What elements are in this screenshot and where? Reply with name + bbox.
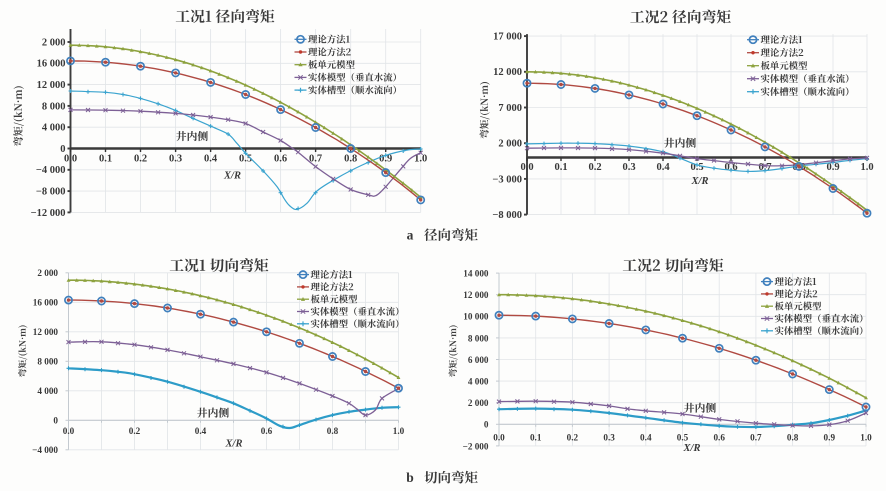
svg-text:0.0: 0.0 [493,433,505,443]
svg-text:0.1: 0.1 [99,154,112,165]
svg-text:0.6: 0.6 [713,433,725,443]
svg-text:12 000: 12 000 [33,327,59,337]
svg-text:0.4: 0.4 [195,426,207,436]
svg-text:−12 000: −12 000 [31,208,66,219]
svg-text:1.0: 1.0 [860,162,873,173]
svg-text:0.6: 0.6 [724,162,737,173]
svg-text:0.4: 0.4 [640,433,652,443]
svg-text:0.6: 0.6 [274,154,287,165]
svg-text:0.3: 0.3 [603,433,615,443]
svg-text:8 000: 8 000 [42,101,66,112]
svg-text:0.3: 0.3 [169,154,182,165]
svg-text:−8 000: −8 000 [492,210,522,221]
svg-text:X/R: X/R [683,443,701,454]
svg-text:0.7: 0.7 [750,433,762,443]
svg-text:2 000: 2 000 [468,398,489,408]
svg-text:1.0: 1.0 [393,426,405,436]
svg-text:0.8: 0.8 [327,426,339,436]
svg-text:0.1: 0.1 [530,433,542,443]
svg-text:0.6: 0.6 [261,426,273,436]
svg-text:0.4: 0.4 [656,162,670,173]
svg-text:2 000: 2 000 [498,139,522,150]
svg-text:1.0: 1.0 [860,433,872,443]
svg-text:8 000: 8 000 [468,333,489,343]
svg-text:0.5: 0.5 [239,154,252,165]
svg-text:X/R: X/R [223,171,241,182]
svg-text:0.9: 0.9 [824,433,836,443]
svg-text:a: a [407,228,414,243]
svg-text:0.2: 0.2 [588,162,601,173]
svg-text:−2 000: −2 000 [463,441,489,451]
svg-text:0.7: 0.7 [309,154,322,165]
svg-text:−4 000: −4 000 [32,445,58,455]
svg-text:0: 0 [53,416,58,426]
svg-text:16 000: 16 000 [37,59,66,70]
svg-text:17 000: 17 000 [493,32,522,43]
svg-text:0.8: 0.8 [787,433,799,443]
svg-text:6 000: 6 000 [468,355,489,365]
svg-text:0: 0 [484,420,489,430]
svg-text:0.0: 0.0 [63,426,75,436]
svg-text:0.5: 0.5 [677,433,689,443]
svg-text:2 000: 2 000 [42,37,66,48]
svg-text:4 000: 4 000 [37,386,58,396]
svg-text:0.2: 0.2 [567,433,579,443]
svg-text:X/R: X/R [225,439,243,450]
svg-text:0.0: 0.0 [520,162,533,173]
svg-text:8 000: 8 000 [37,357,58,367]
svg-text:0.2: 0.2 [129,426,141,436]
svg-text:4 000: 4 000 [42,123,66,134]
svg-text:−8 000: −8 000 [36,187,66,198]
svg-text:−3 000: −3 000 [492,174,522,185]
svg-text:2 000: 2 000 [37,268,58,278]
svg-text:0.4: 0.4 [204,154,218,165]
svg-text:7 000: 7 000 [498,103,522,114]
svg-text:0.2: 0.2 [134,154,147,165]
svg-text:0.7: 0.7 [758,162,771,173]
svg-text:4 000: 4 000 [468,377,489,387]
svg-text:0: 0 [60,144,65,155]
svg-text:0.9: 0.9 [379,154,392,165]
svg-text:0.3: 0.3 [622,162,635,173]
svg-text:10 000: 10 000 [463,312,489,322]
svg-text:1.0: 1.0 [414,154,427,165]
svg-text:12 000: 12 000 [493,67,522,78]
svg-text:0.5: 0.5 [690,162,703,173]
svg-text:X/R: X/R [691,176,709,187]
svg-text:14 000: 14 000 [463,269,489,279]
svg-text:12 000: 12 000 [37,80,66,91]
svg-text:16 000: 16 000 [33,298,59,308]
svg-text:−4 000: −4 000 [36,165,66,176]
svg-text:0.9: 0.9 [826,162,839,173]
svg-text:b: b [406,470,414,485]
svg-text:12 000: 12 000 [463,290,489,300]
svg-text:0.8: 0.8 [344,154,357,165]
svg-text:0.1: 0.1 [554,162,567,173]
svg-text:0.0: 0.0 [64,154,77,165]
